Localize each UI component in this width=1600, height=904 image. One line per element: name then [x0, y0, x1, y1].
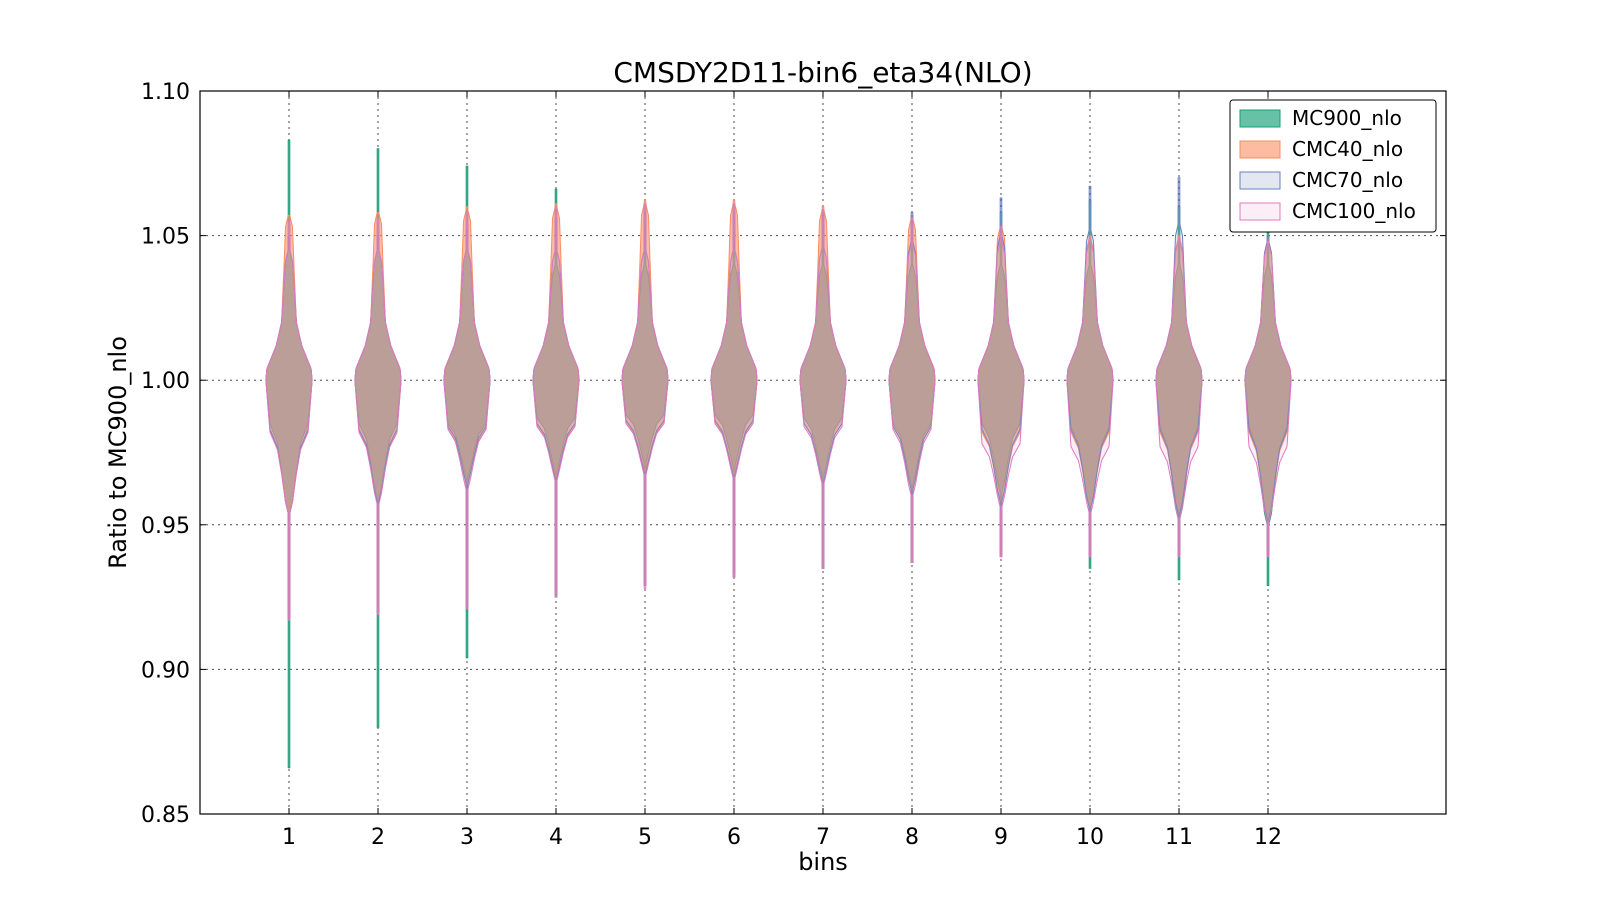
- y-tick-label: 1.00: [141, 369, 190, 394]
- x-tick-label: 1: [282, 825, 296, 850]
- x-tick-label: 3: [460, 825, 474, 850]
- violin-CMC100_nlo-bin-11: [1155, 238, 1203, 558]
- y-tick-label: 1.10: [141, 80, 190, 105]
- violin-CMC100_nlo-bin-3: [443, 212, 491, 610]
- legend-label-CMC100_nlo: CMC100_nlo: [1292, 199, 1416, 223]
- violin-CMC100_nlo-bin-7: [799, 209, 847, 569]
- violin-CMC100_nlo-bin-1: [265, 220, 313, 621]
- legend-swatch-CMC70_nlo: [1239, 171, 1281, 190]
- chart-title: CMSDY2D11-bin6_eta34(NLO): [613, 56, 1032, 89]
- violin-CMC100_nlo-bin-2: [354, 217, 402, 615]
- y-tick-label: 0.85: [141, 803, 190, 828]
- x-axis-label: bins: [798, 848, 848, 876]
- legend-swatch-CMC40_nlo: [1239, 140, 1281, 159]
- y-tick-label: 1.05: [141, 225, 190, 250]
- x-tick-label: 5: [638, 825, 652, 850]
- y-tick-label: 0.90: [141, 658, 190, 683]
- axis-ticks: 0.850.900.951.001.051.101 2 3 4 5 6 7 8 9 10 11 12: [141, 80, 1446, 850]
- violin-CMC100_nlo-bin-8: [888, 217, 936, 563]
- x-tick-label: 7: [816, 825, 830, 850]
- x-tick-label: 10: [1076, 825, 1104, 850]
- legend-label-MC900_nlo: MC900_nlo: [1292, 106, 1402, 130]
- x-tick-label: 2: [371, 825, 385, 850]
- violin-CMC100_nlo-bin-10: [1066, 238, 1114, 558]
- legend-swatch-MC900_nlo: [1239, 109, 1281, 128]
- x-tick-label: 12: [1254, 825, 1282, 850]
- y-tick-label: 0.95: [141, 514, 190, 539]
- violin-CMC70_nlo-bin-9: [977, 197, 1025, 558]
- legend-box: [1229, 99, 1437, 233]
- x-tick-label: 6: [727, 825, 741, 850]
- violin-CMC100_nlo-bin-6: [710, 203, 758, 578]
- legend-label-CMC70_nlo: CMC70_nlo: [1292, 168, 1403, 192]
- violin-CMC70_nlo-bin-11: [1155, 177, 1203, 555]
- violin-CMC70_nlo-bin-8: [888, 212, 936, 563]
- x-tick-label: 9: [994, 825, 1008, 850]
- violin-CMC70_nlo-bin-12: [1244, 235, 1292, 555]
- violin-CMC100_nlo-bin-4: [532, 206, 580, 598]
- violin-CMC100_nlo-bin-5: [621, 203, 669, 589]
- x-tick-label: 4: [549, 825, 563, 850]
- violin-plots: [265, 139, 1292, 769]
- legend-label-CMC40_nlo: CMC40_nlo: [1292, 137, 1403, 161]
- x-tick-label: 11: [1165, 825, 1193, 850]
- y-axis-label: Ratio to MC900_nlo: [104, 336, 132, 569]
- x-tick-label: 8: [905, 825, 919, 850]
- legend-swatch-CMC100_nlo: [1239, 202, 1281, 221]
- violin-CMC100_nlo-bin-9: [977, 226, 1025, 558]
- violin-CMC100_nlo-bin-12: [1244, 240, 1292, 558]
- legend: MC900_nlo CMC40_nlo CMC70_nlo CMC100_nlo: [1229, 99, 1437, 233]
- violin-CMC70_nlo-bin-10: [1066, 185, 1114, 555]
